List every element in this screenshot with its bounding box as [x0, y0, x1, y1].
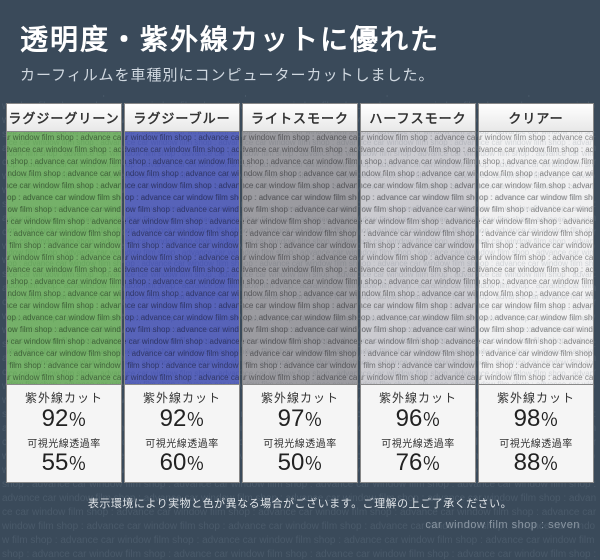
film-color-swatch: advance car window film shop : advance c…	[7, 132, 121, 384]
film-stats: 紫外線カット96％可視光線透過率76％	[361, 384, 475, 482]
vlt-label: 可視光線透過率	[479, 435, 593, 450]
film-name-label: ライトスモーク	[243, 104, 357, 132]
film-name-label: ハーフスモーク	[361, 104, 475, 132]
uv-percent-number: 92	[42, 405, 69, 432]
uv-cut-label: 紫外線カット	[361, 389, 475, 406]
header: 透明度・紫外線カットに優れた カーフィルムを車種別にコンピューターカットしました…	[0, 0, 600, 95]
vlt-label: 可視光線透過率	[125, 435, 239, 450]
uv-cut-value: 96％	[361, 406, 475, 432]
page-subtitle: カーフィルムを車種別にコンピューターカットしました。	[20, 64, 580, 85]
film-color-swatch: advance car window film shop : advance c…	[243, 132, 357, 384]
vlt-value: 55％	[7, 450, 121, 476]
film-stats: 紫外線カット92％可視光線透過率60％	[125, 384, 239, 482]
percent-sign: ％	[540, 454, 558, 474]
uv-cut-label: 紫外線カット	[125, 389, 239, 406]
film-color-swatch: advance car window film shop : advance c…	[479, 132, 593, 384]
film-card: advance car window film shop : advance c…	[242, 103, 358, 483]
percent-sign: ％	[304, 454, 322, 474]
film-card: advance car window film shop : advance c…	[124, 103, 240, 483]
percent-sign: ％	[186, 410, 204, 430]
uv-cut-value: 98％	[479, 406, 593, 432]
disclaimer-text: 表示環境により実物と色が異なる場合がございます。ご理解の上ご了承ください。	[0, 495, 600, 511]
percent-sign: ％	[186, 454, 204, 474]
film-card-row: advance car window film shop : advance c…	[0, 103, 600, 483]
percent-sign: ％	[422, 410, 440, 430]
percent-sign: ％	[304, 410, 322, 430]
uv-percent-number: 97	[278, 405, 305, 432]
film-name-label: ラグジーブルー	[125, 104, 239, 132]
vlt-percent-number: 76	[396, 449, 423, 476]
vlt-value: 76％	[361, 450, 475, 476]
vlt-value: 88％	[479, 450, 593, 476]
page-title: 透明度・紫外線カットに優れた	[20, 18, 580, 58]
uv-percent-number: 92	[160, 405, 187, 432]
uv-percent-number: 96	[396, 405, 423, 432]
swatch-watermark: advance car window film shop : advance c…	[125, 132, 239, 384]
uv-cut-value: 97％	[243, 406, 357, 432]
uv-percent-number: 98	[514, 405, 541, 432]
swatch-watermark: advance car window film shop : advance c…	[479, 132, 593, 384]
vlt-percent-number: 55	[42, 449, 69, 476]
percent-sign: ％	[540, 410, 558, 430]
footer-text: car window film shop : seven	[0, 511, 600, 531]
uv-cut-label: 紫外線カット	[479, 389, 593, 406]
film-name-label: クリアー	[479, 104, 593, 132]
vlt-value: 60％	[125, 450, 239, 476]
uv-cut-value: 92％	[7, 406, 121, 432]
film-color-swatch: advance car window film shop : advance c…	[125, 132, 239, 384]
vlt-percent-number: 50	[278, 449, 305, 476]
vlt-percent-number: 60	[160, 449, 187, 476]
film-color-swatch: advance car window film shop : advance c…	[361, 132, 475, 384]
uv-cut-value: 92％	[125, 406, 239, 432]
swatch-watermark: advance car window film shop : advance c…	[243, 132, 357, 384]
swatch-watermark: advance car window film shop : advance c…	[361, 132, 475, 384]
vlt-label: 可視光線透過率	[243, 435, 357, 450]
film-name-label: ラグジーグリーン	[7, 104, 121, 132]
percent-sign: ％	[68, 410, 86, 430]
film-card: advance car window film shop : advance c…	[478, 103, 594, 483]
percent-sign: ％	[68, 454, 86, 474]
vlt-value: 50％	[243, 450, 357, 476]
film-card: advance car window film shop : advance c…	[360, 103, 476, 483]
film-stats: 紫外線カット92％可視光線透過率55％	[7, 384, 121, 482]
percent-sign: ％	[422, 454, 440, 474]
uv-cut-label: 紫外線カット	[7, 389, 121, 406]
vlt-label: 可視光線透過率	[361, 435, 475, 450]
swatch-watermark: advance car window film shop : advance c…	[7, 132, 121, 384]
film-card: advance car window film shop : advance c…	[6, 103, 122, 483]
film-stats: 紫外線カット98％可視光線透過率88％	[479, 384, 593, 482]
uv-cut-label: 紫外線カット	[243, 389, 357, 406]
film-stats: 紫外線カット97％可視光線透過率50％	[243, 384, 357, 482]
vlt-percent-number: 88	[514, 449, 541, 476]
vlt-label: 可視光線透過率	[7, 435, 121, 450]
